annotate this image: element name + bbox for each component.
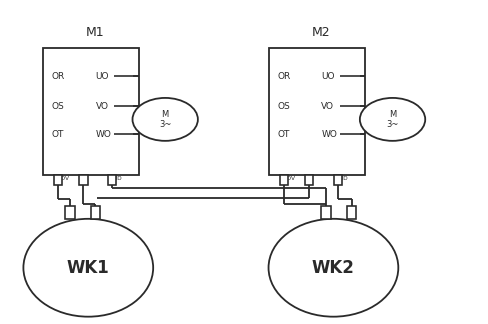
Text: WO: WO [321, 130, 337, 139]
Text: GND: GND [109, 176, 122, 181]
Text: VI: VI [81, 176, 87, 181]
Bar [90, 205, 100, 219]
Bar [305, 175, 313, 185]
Bar [346, 205, 356, 219]
Text: OR: OR [277, 72, 290, 81]
Text: VI: VI [307, 176, 313, 181]
Text: M
3~: M 3~ [159, 110, 171, 129]
Bar [268, 48, 364, 175]
Circle shape [132, 98, 198, 141]
Bar [42, 48, 139, 175]
Text: WO: WO [95, 130, 111, 139]
Bar [333, 175, 342, 185]
Text: OR: OR [51, 72, 64, 81]
Ellipse shape [268, 219, 398, 317]
Text: HOV: HOV [56, 176, 69, 181]
Text: M1: M1 [86, 26, 104, 39]
Text: M2: M2 [311, 26, 330, 39]
Text: UO: UO [321, 72, 334, 81]
Text: OT: OT [277, 130, 289, 139]
Bar [321, 205, 330, 219]
Text: OS: OS [51, 102, 64, 111]
Text: OS: OS [277, 102, 289, 111]
Bar [65, 205, 75, 219]
Text: OT: OT [51, 130, 63, 139]
Bar [108, 175, 116, 185]
Bar [54, 175, 62, 185]
Bar [79, 175, 87, 185]
Circle shape [359, 98, 425, 141]
Text: M
3~: M 3~ [386, 110, 398, 129]
Text: VO: VO [95, 102, 108, 111]
Text: HOV: HOV [282, 176, 294, 181]
Text: VO: VO [321, 102, 334, 111]
Text: WK1: WK1 [67, 259, 109, 277]
Bar [279, 175, 287, 185]
Text: WK2: WK2 [311, 259, 354, 277]
Text: GND: GND [334, 176, 348, 181]
Text: UO: UO [95, 72, 109, 81]
Ellipse shape [23, 219, 153, 317]
